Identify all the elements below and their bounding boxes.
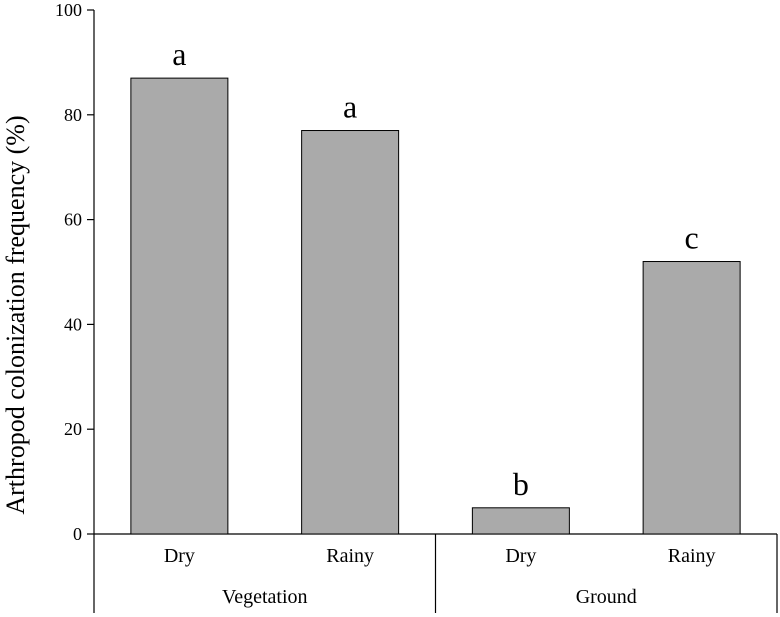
y-axis-label: Arthropod colonization frequency (%) xyxy=(1,115,30,514)
x-category-label: Dry xyxy=(164,545,195,567)
y-tick-label: 20 xyxy=(64,419,82,439)
y-tick-label: 80 xyxy=(64,105,82,125)
y-tick-label: 60 xyxy=(64,210,82,230)
bars xyxy=(130,77,741,535)
significance-letter: a xyxy=(343,89,357,125)
labels: a Dry a Rainy b Dry c Rainy Vegetation Ground xyxy=(164,36,716,608)
group-label: Ground xyxy=(576,586,637,608)
y-tick-label: 0 xyxy=(73,524,82,544)
bar xyxy=(471,507,570,535)
significance-letter: c xyxy=(685,220,699,256)
x-category-label: Rainy xyxy=(668,545,716,567)
significance-letter: b xyxy=(513,466,529,502)
bar xyxy=(130,77,229,535)
bar xyxy=(301,130,400,535)
y-tick-label: 40 xyxy=(64,314,82,334)
x-category-label: Rainy xyxy=(326,545,374,567)
y-tick-label: 100 xyxy=(55,0,82,20)
x-category-label: Dry xyxy=(505,545,536,567)
significance-letter: a xyxy=(172,36,186,72)
group-label: Vegetation xyxy=(222,586,308,608)
bar xyxy=(642,261,741,535)
